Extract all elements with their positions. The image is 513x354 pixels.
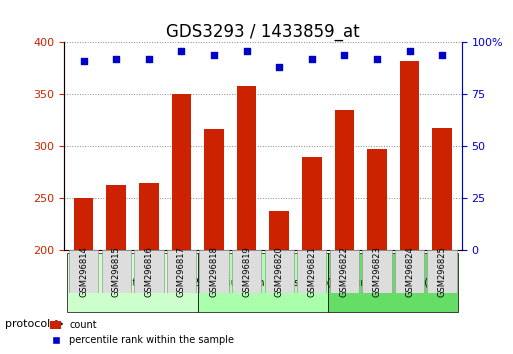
Bar bbox=[302, 157, 322, 250]
Point bbox=[145, 56, 153, 62]
Bar bbox=[172, 95, 191, 250]
Text: GSM296824: GSM296824 bbox=[405, 246, 414, 297]
FancyBboxPatch shape bbox=[362, 250, 391, 293]
Point bbox=[177, 48, 186, 53]
Text: protocol: protocol bbox=[5, 319, 50, 329]
FancyBboxPatch shape bbox=[134, 250, 164, 293]
FancyBboxPatch shape bbox=[200, 250, 229, 293]
Point bbox=[308, 56, 316, 62]
Point bbox=[275, 64, 283, 70]
Bar bbox=[367, 149, 387, 250]
Text: 20 calcium ion pulses (20-p): 20 calcium ion pulses (20-p) bbox=[193, 278, 332, 287]
Bar bbox=[400, 61, 419, 250]
Text: GSM296816: GSM296816 bbox=[144, 246, 153, 297]
FancyBboxPatch shape bbox=[102, 250, 131, 293]
Point bbox=[340, 52, 348, 58]
Text: control: control bbox=[116, 278, 149, 287]
Point bbox=[405, 48, 413, 53]
FancyBboxPatch shape bbox=[198, 253, 328, 312]
FancyBboxPatch shape bbox=[69, 250, 98, 293]
Text: GSM296819: GSM296819 bbox=[242, 246, 251, 297]
Text: GSM296814: GSM296814 bbox=[79, 246, 88, 297]
Text: GSM296822: GSM296822 bbox=[340, 246, 349, 297]
FancyBboxPatch shape bbox=[330, 250, 359, 293]
FancyBboxPatch shape bbox=[328, 253, 459, 312]
Text: GSM296815: GSM296815 bbox=[112, 246, 121, 297]
Text: calcium-free wash (CFW): calcium-free wash (CFW) bbox=[332, 278, 454, 287]
Point bbox=[438, 52, 446, 58]
FancyBboxPatch shape bbox=[297, 250, 326, 293]
Bar bbox=[334, 110, 354, 250]
Text: GSM296823: GSM296823 bbox=[372, 246, 382, 297]
FancyBboxPatch shape bbox=[395, 250, 424, 293]
Bar bbox=[237, 86, 256, 250]
Text: GSM296820: GSM296820 bbox=[274, 246, 284, 297]
Point bbox=[80, 58, 88, 64]
FancyBboxPatch shape bbox=[67, 253, 198, 312]
FancyBboxPatch shape bbox=[167, 250, 196, 293]
Bar bbox=[269, 211, 289, 250]
Text: GSM296821: GSM296821 bbox=[307, 246, 317, 297]
Point bbox=[373, 56, 381, 62]
Point bbox=[243, 48, 251, 53]
FancyBboxPatch shape bbox=[427, 250, 457, 293]
FancyBboxPatch shape bbox=[265, 250, 294, 293]
Bar bbox=[74, 198, 93, 250]
Legend: count, percentile rank within the sample: count, percentile rank within the sample bbox=[46, 316, 238, 349]
Text: GSM296818: GSM296818 bbox=[209, 246, 219, 297]
Bar bbox=[204, 129, 224, 250]
Point bbox=[112, 56, 121, 62]
Text: GSM296825: GSM296825 bbox=[438, 246, 447, 297]
Text: GSM296817: GSM296817 bbox=[177, 246, 186, 297]
Bar bbox=[432, 128, 452, 250]
Title: GDS3293 / 1433859_at: GDS3293 / 1433859_at bbox=[166, 23, 360, 41]
Point bbox=[210, 52, 218, 58]
Bar bbox=[107, 185, 126, 250]
Bar bbox=[139, 183, 159, 250]
FancyBboxPatch shape bbox=[232, 250, 261, 293]
